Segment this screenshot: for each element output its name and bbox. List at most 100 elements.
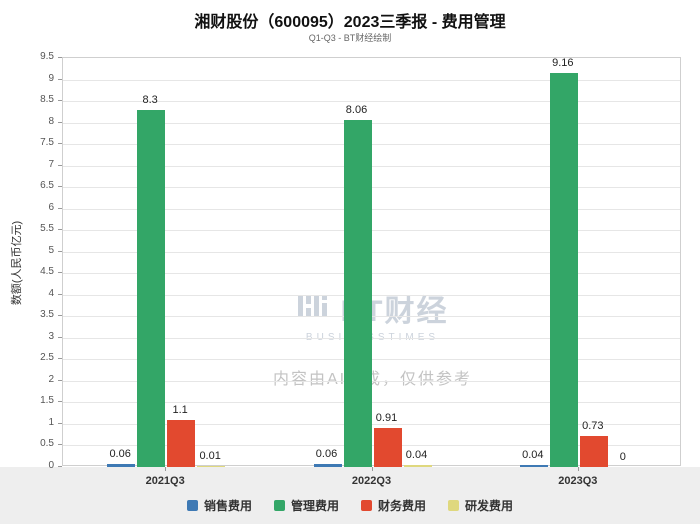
legend-label: 管理费用 <box>290 499 339 513</box>
y-tick-mark <box>58 401 62 403</box>
legend: 销售费用 管理费用 财务费用 研发费用 <box>0 497 700 514</box>
y-tick-label: 3 <box>48 330 54 342</box>
bar-value-label: 8.3 <box>142 94 158 106</box>
y-tick-label: 4 <box>48 287 54 299</box>
legend-item-销售费用[interactable]: 销售费用 <box>186 497 252 514</box>
legend-item-研发费用[interactable]: 研发费用 <box>448 497 513 514</box>
y-tick-label: 7 <box>48 158 54 170</box>
bar-value-label: 9.16 <box>552 57 574 69</box>
y-tick-mark <box>58 78 62 80</box>
bar-value-label: 0.06 <box>315 448 338 460</box>
bar-研发费用-2022Q3 <box>403 465 432 467</box>
bar-财务费用-2023Q3 <box>579 436 608 467</box>
x-tick-mark <box>165 467 167 471</box>
gridline <box>63 122 680 124</box>
y-tick-mark <box>58 315 62 317</box>
y-tick-mark <box>58 207 62 209</box>
y-tick-label: 8 <box>48 115 54 127</box>
bar-管理费用-2023Q3 <box>549 73 578 467</box>
x-category-label: 2022Q3 <box>351 475 392 487</box>
y-tick-label: 1 <box>48 416 54 428</box>
bar-value-label: 0.91 <box>375 412 398 424</box>
y-tick-mark <box>58 358 62 360</box>
x-category-label: 2021Q3 <box>145 475 185 487</box>
legend-item-管理费用[interactable]: 管理费用 <box>273 497 339 514</box>
y-tick-label: 5.5 <box>40 223 54 235</box>
gridline <box>63 165 680 167</box>
y-tick-mark <box>58 164 62 166</box>
legend-label: 财务费用 <box>378 499 427 513</box>
legend-item-财务费用[interactable]: 财务费用 <box>361 497 426 514</box>
bar-value-label: 1.1 <box>172 404 188 416</box>
bar-value-label: 0.06 <box>109 448 131 460</box>
legend-label: 销售费用 <box>203 499 252 513</box>
x-tick-mark <box>371 467 373 471</box>
y-tick-label: 9 <box>48 72 54 84</box>
y-tick-mark <box>58 293 62 295</box>
y-tick-label: 0.5 <box>40 438 54 450</box>
gridline <box>63 337 680 339</box>
legend-label: 研发费用 <box>465 499 514 513</box>
gridline <box>63 79 680 81</box>
bar-value-label: 0 <box>619 451 626 463</box>
y-tick-mark <box>58 143 62 145</box>
bar-value-label: 8.06 <box>345 104 368 116</box>
gridline <box>63 359 680 361</box>
y-tick-mark <box>58 422 62 424</box>
legend-swatch <box>273 500 285 511</box>
y-tick-label: 7.5 <box>40 137 54 149</box>
legend-swatch <box>448 500 460 511</box>
gridline <box>63 294 680 296</box>
y-tick-label: 6.5 <box>40 180 54 192</box>
y-tick-label: 8.5 <box>40 94 54 106</box>
gridline <box>63 402 680 404</box>
y-tick-mark <box>58 466 62 467</box>
bar-管理费用-2022Q3 <box>343 120 372 467</box>
y-tick-mark <box>58 336 62 338</box>
y-tick-label: 2 <box>48 373 54 385</box>
y-tick-label: 9.5 <box>40 51 54 62</box>
y-tick-mark <box>58 272 62 274</box>
bar-value-label: 0.04 <box>405 449 428 461</box>
y-axis-title: 数额(人民币亿元) <box>11 220 23 306</box>
y-tick-label: 1.5 <box>40 395 54 407</box>
bar-研发费用-2021Q3 <box>197 466 226 467</box>
y-tick-label: 3.5 <box>40 309 54 321</box>
y-tick-mark <box>58 100 62 102</box>
legend-swatch <box>186 500 198 511</box>
bar-管理费用-2021Q3 <box>137 110 166 467</box>
y-tick-mark <box>58 186 62 188</box>
y-tick-label: 5 <box>48 244 54 256</box>
gridline <box>63 316 680 318</box>
bar-value-label: 0.73 <box>582 420 604 432</box>
gridline <box>63 187 680 189</box>
gridline <box>63 445 680 447</box>
y-tick-label: 2.5 <box>40 352 54 364</box>
gridline <box>63 380 680 382</box>
bar-销售费用-2022Q3 <box>313 464 342 467</box>
gridline <box>63 144 680 146</box>
bar-value-label: 0.01 <box>199 450 221 462</box>
gridline <box>63 101 680 103</box>
y-tick-mark <box>58 250 62 252</box>
gridline <box>63 423 680 425</box>
x-category-label: 2023Q3 <box>558 475 598 487</box>
y-tick-label: 6 <box>48 201 54 213</box>
y-tick-label: 0 <box>48 460 54 471</box>
bar-销售费用-2021Q3 <box>107 464 136 467</box>
bottom-band <box>0 467 700 524</box>
bar-财务费用-2022Q3 <box>373 428 402 467</box>
gridline <box>63 251 680 253</box>
y-tick-label: 4.5 <box>40 266 54 278</box>
gridline <box>63 273 680 275</box>
y-tick-mark <box>58 57 62 58</box>
bar-销售费用-2023Q3 <box>519 465 548 467</box>
legend-swatch <box>361 500 372 511</box>
bar-value-label: 0.04 <box>522 449 544 461</box>
y-tick-mark <box>58 229 62 231</box>
x-tick-mark <box>577 467 579 471</box>
y-tick-mark <box>58 121 62 123</box>
chart-subtitle: Q1-Q3 - BT财经绘制 <box>308 33 392 43</box>
gridline <box>63 208 680 210</box>
